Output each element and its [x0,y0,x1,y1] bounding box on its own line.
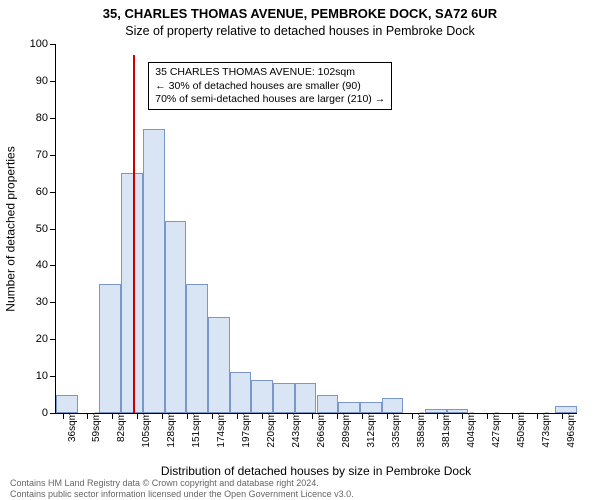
y-axis-label: Number of detached properties [4,44,18,414]
x-tick [562,413,563,419]
x-tick [537,413,538,419]
x-tick-label: 404sqm [466,412,477,448]
y-tick [50,155,56,156]
y-tick-label: 80 [18,112,48,124]
x-tick [337,413,338,419]
x-tick-label: 197sqm [241,412,252,448]
page-title: 35, CHARLES THOMAS AVENUE, PEMBROKE DOCK… [0,6,600,21]
x-tick [112,413,113,419]
x-tick-label: 220sqm [266,412,277,448]
histogram-bar [121,173,143,413]
x-tick [412,413,413,419]
page-subtitle: Size of property relative to detached ho… [0,24,600,38]
x-tick [162,413,163,419]
annotation-box: 35 CHARLES THOMAS AVENUE: 102sqm← 30% of… [148,62,392,109]
x-tick [212,413,213,419]
histogram-bar [165,221,187,413]
x-tick [387,413,388,419]
histogram-bar [382,398,404,413]
footer-line1: Contains HM Land Registry data © Crown c… [10,478,590,488]
histogram-bar [230,372,252,413]
histogram-bar [317,395,339,413]
y-tick-label: 0 [18,407,48,419]
x-tick-label: 289sqm [341,412,352,448]
x-tick-label: 358sqm [416,412,427,448]
x-tick [87,413,88,419]
x-tick-label: 105sqm [141,412,152,448]
x-tick-label: 312sqm [366,412,377,448]
x-tick [137,413,138,419]
histogram-bar [208,317,230,413]
x-axis-label: Distribution of detached houses by size … [55,464,577,478]
histogram-bar [251,380,273,413]
x-tick-label: 151sqm [191,412,202,448]
y-axis-label-text: Number of detached properties [4,146,18,311]
histogram-bar [425,409,447,413]
x-tick-label: 128sqm [166,412,177,448]
histogram-bar [338,402,360,413]
x-tick-label: 335sqm [391,412,402,448]
y-tick [50,192,56,193]
y-tick-label: 30 [18,296,48,308]
y-tick-label: 10 [18,370,48,382]
annotation-line: ← 30% of detached houses are smaller (90… [155,80,385,93]
x-tick [63,413,64,419]
x-tick-label: 174sqm [216,412,227,448]
y-tick [50,302,56,303]
histogram-bar [143,129,165,413]
histogram-bar [447,409,469,413]
y-tick-label: 50 [18,223,48,235]
x-tick-label: 496sqm [566,412,577,448]
x-tick-label: 82sqm [116,412,127,442]
x-tick-label: 266sqm [316,412,327,448]
y-tick [50,118,56,119]
x-tick-label: 36sqm [67,412,78,442]
y-tick-label: 90 [18,75,48,87]
annotation-line: 35 CHARLES THOMAS AVENUE: 102sqm [155,66,385,79]
x-tick [312,413,313,419]
histogram-bar [186,284,208,413]
property-marker-line [133,55,135,413]
histogram-bar [555,406,577,413]
x-tick [287,413,288,419]
y-tick-label: 70 [18,149,48,161]
y-tick [50,229,56,230]
x-tick [462,413,463,419]
footer-line2: Contains public sector information licen… [10,489,590,499]
x-tick [187,413,188,419]
histogram-bar [99,284,121,413]
x-tick [512,413,513,419]
y-tick-label: 100 [18,38,48,50]
x-tick [262,413,263,419]
y-tick [50,265,56,266]
histogram-bar [273,383,295,413]
plot-area: 010203040506070809010036sqm59sqm82sqm105… [55,44,577,414]
x-tick [362,413,363,419]
y-tick [50,81,56,82]
y-tick [50,44,56,45]
histogram-bar [56,395,78,413]
y-tick-label: 20 [18,333,48,345]
chart-root: 35, CHARLES THOMAS AVENUE, PEMBROKE DOCK… [0,0,600,500]
x-tick [487,413,488,419]
histogram-bar [360,402,382,413]
x-tick-label: 473sqm [541,412,552,448]
x-tick-label: 59sqm [91,412,102,442]
y-tick [50,413,56,414]
y-tick [50,339,56,340]
footer-attribution: Contains HM Land Registry data © Crown c… [10,478,590,499]
x-tick [437,413,438,419]
x-tick-label: 450sqm [516,412,527,448]
x-tick-label: 427sqm [491,412,502,448]
x-tick-label: 381sqm [441,412,452,448]
y-tick-label: 60 [18,186,48,198]
histogram-bar [295,383,317,413]
x-tick-label: 243sqm [291,412,302,448]
y-tick-label: 40 [18,259,48,271]
annotation-line: 70% of semi-detached houses are larger (… [155,93,385,106]
x-tick [237,413,238,419]
y-tick [50,376,56,377]
